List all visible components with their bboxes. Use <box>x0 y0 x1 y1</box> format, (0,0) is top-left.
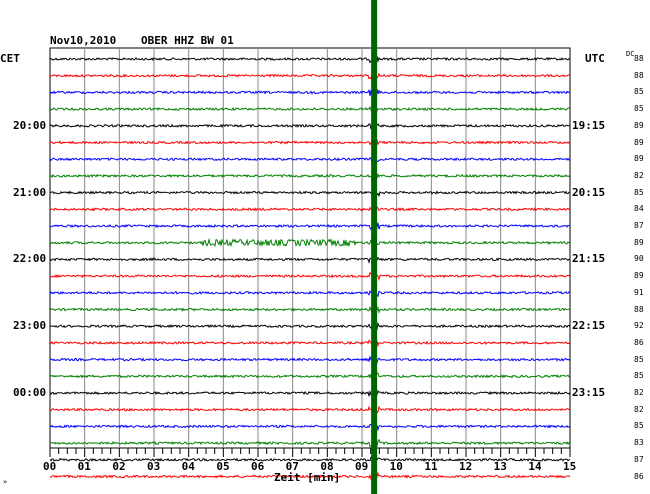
seismic-trace-22 <box>49 405 571 414</box>
seismic-trace-20 <box>50 372 571 381</box>
seismic-trace-1 <box>49 56 571 64</box>
left-timezone-label: CET <box>0 52 20 65</box>
seismic-trace-13 <box>49 255 570 264</box>
x-tick-label: 04 <box>181 460 195 473</box>
seismic-trace-5 <box>49 121 571 130</box>
seismic-trace-7 <box>49 156 571 163</box>
dc-header-label: DC <box>626 50 635 58</box>
dc-value: 84 <box>634 204 644 214</box>
seismic-trace-25 <box>49 455 571 464</box>
x-axis-ticks <box>49 448 571 457</box>
event-marker <box>371 0 378 494</box>
left-time-label: 21:00 <box>13 185 47 199</box>
seismic-trace-12 <box>49 237 571 248</box>
x-tick-label: 15 <box>563 460 577 473</box>
seismic-trace-23 <box>49 422 571 432</box>
dc-value: 83 <box>634 438 644 448</box>
dc-value: 85 <box>634 187 644 197</box>
dc-value: 82 <box>634 388 644 397</box>
seismic-trace-15 <box>49 289 571 298</box>
x-tick-label: 08 <box>320 460 334 473</box>
x-tick-label: 07 <box>285 460 299 473</box>
seismic-traces <box>49 56 571 480</box>
recording-date: Nov10,2010 <box>50 34 117 47</box>
station-code: OBER HHZ BW 01 <box>141 34 234 47</box>
seismic-trace-11 <box>50 222 570 232</box>
right-time-label: 19:15 <box>572 118 606 132</box>
x-tick-label: 01 <box>77 460 91 473</box>
seismic-trace-2 <box>49 72 570 80</box>
grid-lines <box>84 48 536 448</box>
x-tick-label: 00 <box>43 460 57 473</box>
x-tick-label: 13 <box>493 460 507 473</box>
dc-value: 82 <box>634 170 644 180</box>
x-tick-label: 03 <box>147 460 161 473</box>
right-time-label: 23:15 <box>572 386 606 399</box>
dc-value: 85 <box>634 354 644 364</box>
seismic-trace-10 <box>49 205 571 213</box>
dc-value: 89 <box>634 271 644 281</box>
seismic-trace-17 <box>50 321 571 331</box>
dc-value: 92 <box>634 321 644 331</box>
seismic-trace-21 <box>49 389 571 397</box>
dc-value: 89 <box>634 237 644 247</box>
x-tick-label: 05 <box>216 460 230 473</box>
seismic-trace-14 <box>49 271 571 282</box>
left-time-label: 23:00 <box>13 319 47 333</box>
right-time-label: 21:15 <box>572 252 606 266</box>
right-time-label: 20:15 <box>572 185 606 199</box>
seismic-trace-26 <box>49 471 571 480</box>
dc-value: 85 <box>634 421 644 431</box>
dc-value: 85 <box>634 104 644 114</box>
dc-value: 91 <box>634 287 644 297</box>
seismic-trace-4 <box>49 105 571 113</box>
dc-value: 89 <box>634 154 644 164</box>
x-tick-label: 12 <box>459 460 473 473</box>
dc-value: 86 <box>634 337 644 347</box>
x-tick-label: 06 <box>251 460 265 473</box>
dc-value: 88 <box>634 54 644 63</box>
event-marker-bar <box>371 0 378 494</box>
seismic-trace-16 <box>49 305 571 315</box>
left-time-label: 22:00 <box>13 252 47 266</box>
left-time-label: 00:00 <box>13 386 47 399</box>
x-axis-title: Zeit [min] <box>274 471 341 484</box>
x-tick-label: 09 <box>355 460 369 473</box>
x-tick-label: 02 <box>112 460 126 473</box>
seismic-trace-8 <box>49 172 571 180</box>
x-tick-label: 11 <box>424 460 438 473</box>
seismic-trace-24 <box>49 438 571 448</box>
dc-value: 90 <box>634 254 644 264</box>
dc-value: 89 <box>634 120 644 130</box>
seismic-trace-3 <box>49 88 571 96</box>
dc-value: 88 <box>634 70 644 80</box>
corner-mark: » <box>3 478 8 486</box>
dc-value: 87 <box>634 221 644 230</box>
x-tick-label: 14 <box>528 460 542 473</box>
right-timezone-label: UTC <box>585 52 605 65</box>
dc-value: 85 <box>634 87 644 97</box>
x-tick-label: 10 <box>389 460 403 473</box>
seismic-trace-9 <box>49 189 571 198</box>
dc-value: 82 <box>634 404 644 414</box>
left-time-label: 20:00 <box>13 118 47 132</box>
seismic-trace-6 <box>49 138 571 146</box>
right-time-label: 22:15 <box>572 319 606 333</box>
seismic-trace-18 <box>49 338 571 348</box>
dc-value: 85 <box>634 371 644 381</box>
dc-value: 88 <box>634 304 644 314</box>
seismic-trace-19 <box>49 355 571 365</box>
dc-value: 86 <box>634 471 644 481</box>
dc-value: 89 <box>634 137 644 147</box>
dc-value: 87 <box>634 454 644 464</box>
